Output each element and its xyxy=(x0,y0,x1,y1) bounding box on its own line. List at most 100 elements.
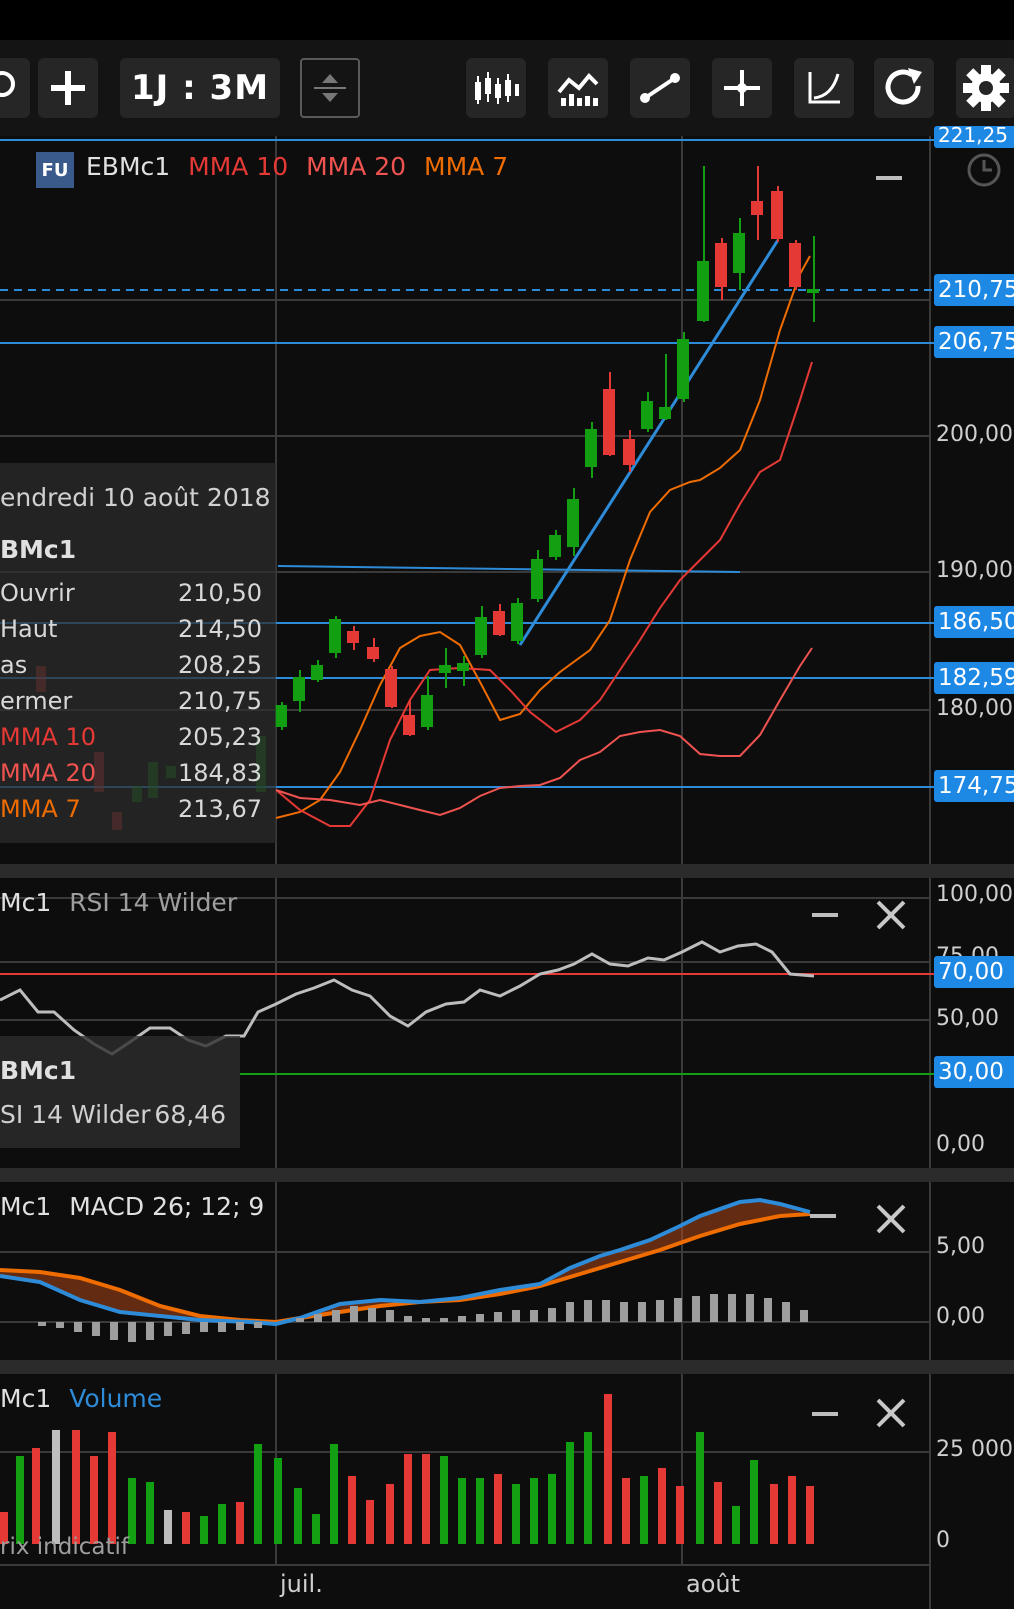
minimize-icon[interactable] xyxy=(812,1412,838,1416)
axis-label: 5,00 xyxy=(936,1234,985,1259)
close-icon[interactable] xyxy=(874,1396,908,1430)
x-axis-label: juil. xyxy=(280,1570,323,1598)
panel-separator[interactable] xyxy=(0,864,1014,878)
search-icon xyxy=(0,71,15,97)
rsi-tooltip-label: SI 14 Wilder xyxy=(0,1100,151,1129)
trendline-icon xyxy=(640,73,680,103)
minimize-icon[interactable] xyxy=(876,176,902,180)
panel-separator[interactable] xyxy=(0,1168,1014,1182)
legend-ma10[interactable]: MMA 10 xyxy=(188,152,289,181)
settings-button[interactable] xyxy=(956,58,1014,118)
clock-icon[interactable] xyxy=(966,152,1002,188)
candle xyxy=(475,606,487,658)
macd-signal-line xyxy=(0,1212,811,1325)
rsi-tooltip-symbol: BMc1 xyxy=(0,1056,77,1085)
add-button[interactable] xyxy=(38,58,98,118)
candle xyxy=(659,354,671,420)
main-legend: EBMc1 MMA 10 MMA 20 MMA 7 xyxy=(86,152,508,181)
legend-ma20[interactable]: MMA 20 xyxy=(306,152,407,181)
candle xyxy=(275,702,287,730)
rsi-indicator-label[interactable]: RSI 14 Wilder xyxy=(69,888,238,917)
trendline[interactable] xyxy=(518,239,780,646)
chart-type-button[interactable] xyxy=(466,58,526,118)
ma10-line xyxy=(275,361,813,827)
candles[interactable] xyxy=(275,166,819,736)
price-footer-note: rix indicatif xyxy=(0,1534,129,1560)
candle xyxy=(771,186,783,242)
macd-symbol: Mc1 xyxy=(0,1192,52,1221)
stepper-icon xyxy=(314,74,346,102)
candle xyxy=(733,218,745,290)
price-tag[interactable]: 186,50 xyxy=(934,606,1014,638)
panel-separator[interactable] xyxy=(0,1360,1014,1374)
candle xyxy=(549,530,561,560)
axis-label: 200,00 xyxy=(936,422,1013,447)
candle xyxy=(293,670,305,712)
macd-line xyxy=(0,1197,811,1327)
rsi-symbol: Mc1 xyxy=(0,888,52,917)
price-tag-last[interactable]: 210,75 xyxy=(934,274,1014,306)
price-tag[interactable]: 182,59 xyxy=(934,662,1014,694)
candlestick-type-icon xyxy=(475,72,519,104)
candle xyxy=(789,240,801,290)
candle xyxy=(367,638,379,662)
settings-icon xyxy=(963,65,1009,111)
axis-label: 0,00 xyxy=(936,1132,985,1157)
axis-label: 25 000 xyxy=(936,1437,1013,1462)
tooltip-row-low: as 208,25 xyxy=(0,651,262,679)
legend-ma7[interactable]: MMA 7 xyxy=(424,152,509,181)
candle xyxy=(531,550,543,602)
tooltip-row-ma20: MMA 20 184,83 xyxy=(0,759,262,787)
price-tag[interactable]: 174,75 xyxy=(934,770,1014,802)
candle xyxy=(715,238,727,300)
tooltip-symbol: BMc1 xyxy=(0,535,77,564)
candle xyxy=(677,332,689,402)
chart-toolbar: 1J : 3M xyxy=(0,40,1014,136)
symbol-label: EBMc1 xyxy=(86,152,171,181)
candle xyxy=(329,616,341,658)
axis-label: 0,00 xyxy=(936,1304,985,1329)
rsi-tooltip-value: 68,46 xyxy=(154,1100,226,1129)
candle xyxy=(347,626,359,650)
rsi-tag-70[interactable]: 70,00 xyxy=(934,956,1014,988)
rsi-legend: Mc1 RSI 14 Wilder xyxy=(0,888,237,917)
candle xyxy=(385,666,397,708)
tooltip-row-open: Ouvrir 210,50 xyxy=(0,579,262,607)
close-icon[interactable] xyxy=(874,898,908,932)
ma7-line xyxy=(275,255,811,819)
candle xyxy=(403,700,415,736)
candle xyxy=(457,656,469,686)
axis-label: 100,00 xyxy=(936,882,1013,907)
period-selector[interactable]: 1J : 3M xyxy=(120,58,280,118)
tooltip-date: endredi 10 août 2018 xyxy=(0,483,271,512)
candle xyxy=(311,660,323,682)
rsi-tag-30[interactable]: 30,00 xyxy=(934,1056,1014,1088)
search-button[interactable] xyxy=(0,58,30,118)
price-tag[interactable]: 206,75 xyxy=(934,326,1014,358)
status-bar xyxy=(0,0,1014,40)
axis-label: 0 xyxy=(936,1528,950,1553)
axis-label: 180,00 xyxy=(936,696,1013,721)
add-icon xyxy=(51,71,85,105)
macd-indicator-label[interactable]: MACD 26; 12; 9 xyxy=(69,1192,265,1221)
refresh-button[interactable] xyxy=(874,58,934,118)
drawing-tool-button[interactable] xyxy=(794,58,854,118)
indicators-button[interactable] xyxy=(548,58,608,118)
minimize-icon[interactable] xyxy=(812,913,838,917)
volume-indicator-label[interactable]: Volume xyxy=(69,1384,163,1413)
drawing-tool-icon xyxy=(808,72,840,104)
volume-symbol: Mc1 xyxy=(0,1384,52,1413)
crosshair-button[interactable] xyxy=(712,58,772,118)
axis-label-partial: 75,00 xyxy=(936,944,999,958)
ma20-line xyxy=(275,647,813,817)
rsi-tooltip: BMc1 SI 14 Wilder 68,46 xyxy=(0,1036,240,1148)
macd-legend: Mc1 MACD 26; 12; 9 xyxy=(0,1192,264,1221)
trendline-button[interactable] xyxy=(630,58,690,118)
stepper-button[interactable] xyxy=(300,58,360,118)
volume-panel[interactable] xyxy=(0,1374,1014,1609)
candle xyxy=(493,604,505,636)
macd-histogram xyxy=(38,1294,808,1342)
close-icon[interactable] xyxy=(874,1202,908,1236)
price-tag-top[interactable]: 221,25 xyxy=(934,126,1014,148)
instrument-badge[interactable]: FU xyxy=(36,152,74,188)
